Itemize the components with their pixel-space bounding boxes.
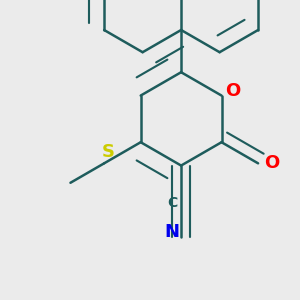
Text: N: N xyxy=(165,223,180,241)
Text: O: O xyxy=(264,154,279,172)
Text: C: C xyxy=(167,196,177,210)
Text: S: S xyxy=(102,143,115,161)
Text: O: O xyxy=(225,82,240,100)
